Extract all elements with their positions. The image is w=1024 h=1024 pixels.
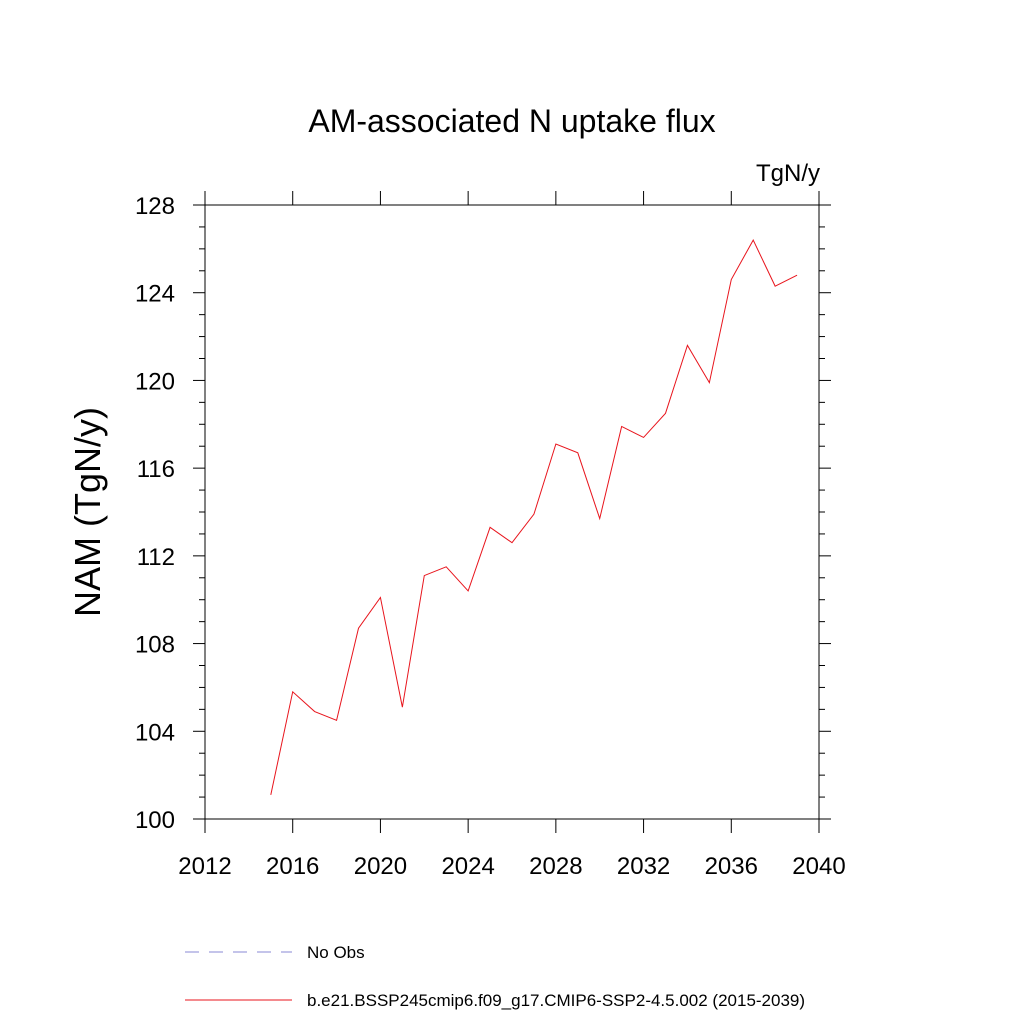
y-tick-label: 128	[135, 193, 175, 220]
x-tick-label: 2024	[441, 853, 494, 880]
tick-labels: 100 104 108 112 116 120 124 128 2012 2016 2020 2024…	[135, 193, 846, 880]
y-tick-label: 104	[135, 719, 175, 746]
x-tick-label: 2036	[705, 853, 758, 880]
x-tick-label: 2012	[178, 853, 231, 880]
legend: No Obs b.e21.BSSP245cmip6.f09_g17.CMIP6-…	[185, 943, 805, 1010]
units-label: TgN/y	[756, 160, 820, 187]
y-tick-label: 116	[137, 456, 175, 483]
x-tick-label: 2016	[266, 853, 319, 880]
y-tick-label: 120	[135, 368, 175, 395]
x-tick-label: 2040	[792, 853, 845, 880]
y-tick-label: 108	[135, 632, 175, 659]
series-layer	[270, 238, 798, 795]
y-tick-label: 124	[135, 281, 175, 308]
plot-frame	[204, 204, 820, 820]
chart-title: AM-associated N uptake flux	[308, 103, 715, 139]
legend-label-no-obs: No Obs	[307, 943, 365, 962]
y-axis-label: NAM (TgN/y)	[67, 407, 108, 617]
x-tick-label: 2020	[354, 853, 407, 880]
x-tick-label: 2032	[617, 853, 670, 880]
series-line-0	[270, 238, 798, 795]
x-tick-label: 2028	[529, 853, 582, 880]
axis-ticks	[193, 191, 831, 833]
y-tick-label: 112	[137, 544, 175, 571]
y-tick-label: 100	[135, 807, 175, 834]
legend-label-model: b.e21.BSSP245cmip6.f09_g17.CMIP6-SSP2-4.…	[307, 991, 805, 1010]
